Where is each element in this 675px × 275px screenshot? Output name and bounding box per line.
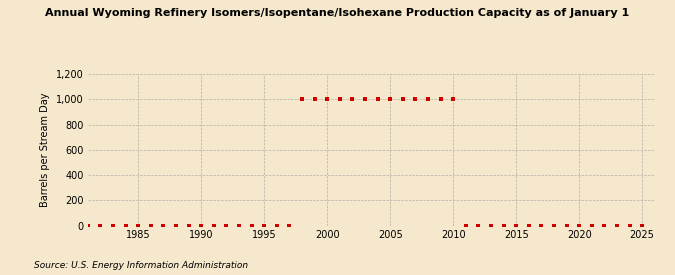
Y-axis label: Barrels per Stream Day: Barrels per Stream Day	[40, 93, 50, 207]
Text: Annual Wyoming Refinery Isomers/Isopentane/Isohexane Production Capacity as of J: Annual Wyoming Refinery Isomers/Isopenta…	[45, 8, 630, 18]
Text: Source: U.S. Energy Information Administration: Source: U.S. Energy Information Administ…	[34, 260, 248, 270]
